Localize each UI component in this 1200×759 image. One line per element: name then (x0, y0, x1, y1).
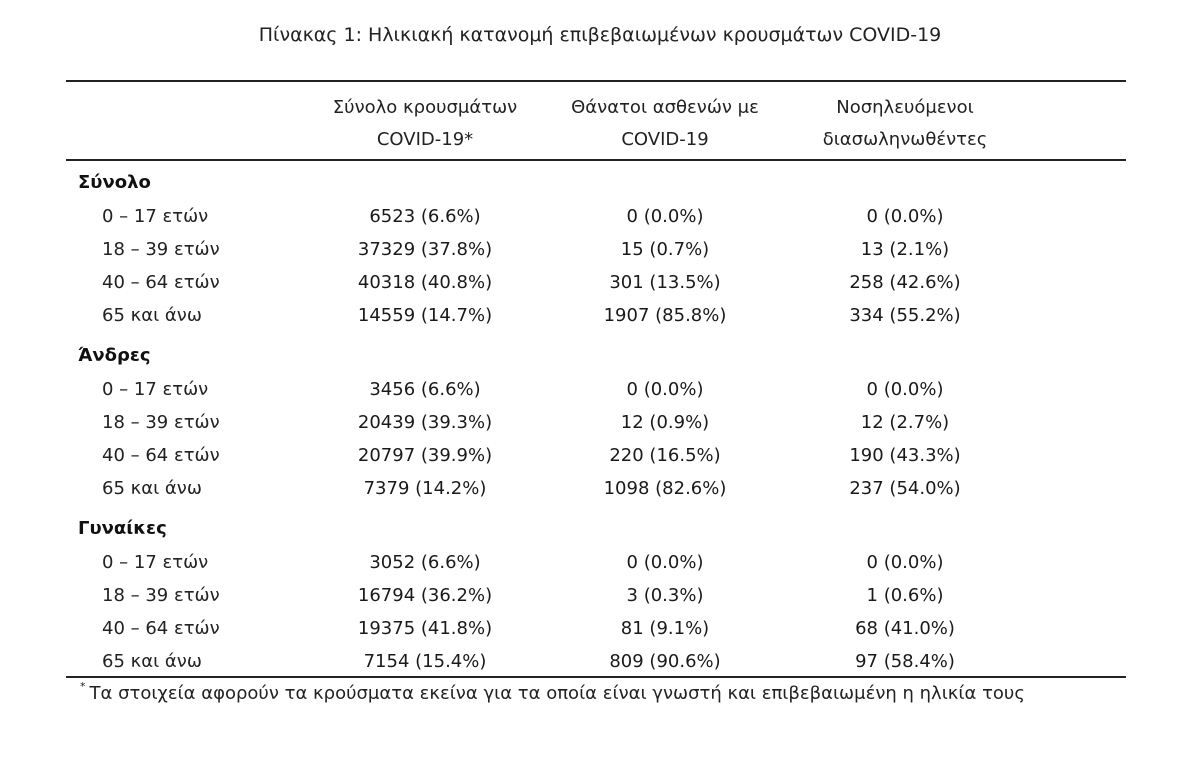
age-cell: 18 – 39 ετών (102, 585, 220, 606)
group-women: Γυναίκες 0 – 17 ετών 3052 (6.6%) 0 (0.0%… (66, 512, 1126, 678)
table-row: 18 – 39 ετών 16794 (36.2%) 3 (0.3%) 1 (0… (66, 579, 1126, 612)
column-header-deaths-line1: Θάνατοι ασθενών με (571, 97, 759, 118)
cases-cell: 3052 (6.6%) (369, 552, 481, 573)
age-cell: 0 – 17 ετών (102, 206, 209, 227)
cases-cell: 6523 (6.6%) (369, 206, 481, 227)
table-row: 65 και άνω 7154 (15.4%) 809 (90.6%) 97 (… (66, 645, 1126, 678)
deaths-cell: 0 (0.0%) (626, 552, 704, 573)
table-row: 65 και άνω 7379 (14.2%) 1098 (82.6%) 237… (66, 472, 1126, 505)
intubated-cell: 0 (0.0%) (866, 206, 944, 227)
intubated-cell: 334 (55.2%) (849, 305, 961, 326)
deaths-cell: 1098 (82.6%) (603, 478, 727, 499)
table-row: 40 – 64 ετών 40318 (40.8%) 301 (13.5%) 2… (66, 266, 1126, 299)
table-body: Σύνολο 0 – 17 ετών 6523 (6.6%) 0 (0.0%) … (66, 166, 1126, 685)
cases-cell: 16794 (36.2%) (357, 585, 493, 606)
deaths-cell: 0 (0.0%) (626, 206, 704, 227)
deaths-cell: 301 (13.5%) (609, 272, 721, 293)
cases-cell: 20797 (39.9%) (357, 445, 493, 466)
table-row: 65 και άνω 14559 (14.7%) 1907 (85.8%) 33… (66, 299, 1126, 332)
footnote-text: Τα στοιχεία αφορούν τα κρούσματα εκείνα … (89, 683, 1025, 704)
table-top-rule (66, 80, 1126, 82)
age-cell: 65 και άνω (102, 651, 202, 672)
group-label: Άνδρες (78, 345, 151, 366)
table-row: 18 – 39 ετών 37329 (37.8%) 15 (0.7%) 13 … (66, 233, 1126, 266)
cases-cell: 37329 (37.8%) (357, 239, 493, 260)
footnote-marker: * (80, 680, 86, 693)
column-header-cases-line1: Σύνολο κρουσμάτων (332, 97, 518, 118)
column-header-intubated-line1: Νοσηλευόμενοι (836, 97, 974, 118)
intubated-cell: 237 (54.0%) (849, 478, 961, 499)
deaths-cell: 81 (9.1%) (620, 618, 710, 639)
cases-cell: 40318 (40.8%) (357, 272, 493, 293)
age-cell: 65 και άνω (102, 305, 202, 326)
deaths-cell: 1907 (85.8%) (603, 305, 727, 326)
column-header-intubated: Νοσηλευόμενοι διασωληνωθέντες (780, 92, 1030, 156)
table-bottom-rule (66, 676, 1126, 678)
cases-cell: 3456 (6.6%) (369, 379, 481, 400)
column-header-deaths-line2: COVID-19 (621, 129, 709, 150)
age-cell: 0 – 17 ετών (102, 552, 209, 573)
footnote: * Τα στοιχεία αφορούν τα κρούσματα εκείνα… (80, 680, 1025, 704)
intubated-cell: 0 (0.0%) (866, 552, 944, 573)
deaths-cell: 12 (0.9%) (620, 412, 710, 433)
cases-cell: 7154 (15.4%) (363, 651, 487, 672)
table-row: 0 – 17 ετών 3456 (6.6%) 0 (0.0%) 0 (0.0%… (66, 373, 1126, 406)
deaths-cell: 809 (90.6%) (609, 651, 721, 672)
group-label: Γυναίκες (78, 518, 167, 539)
intubated-cell: 0 (0.0%) (866, 379, 944, 400)
table-header-rule (66, 159, 1126, 161)
table-title: Πίνακας 1: Ηλικιακή κατανομή επιβεβαιωμέ… (258, 24, 942, 46)
table-row: 0 – 17 ετών 6523 (6.6%) 0 (0.0%) 0 (0.0%… (66, 200, 1126, 233)
deaths-cell: 15 (0.7%) (620, 239, 710, 260)
intubated-cell: 1 (0.6%) (866, 585, 944, 606)
column-header-cases: Σύνολο κρουσμάτων COVID-19* (300, 92, 550, 156)
table-row: 40 – 64 ετών 20797 (39.9%) 220 (16.5%) 1… (66, 439, 1126, 472)
intubated-cell: 258 (42.6%) (849, 272, 961, 293)
column-header-intubated-line2: διασωληνωθέντες (822, 129, 988, 150)
intubated-cell: 97 (58.4%) (855, 651, 955, 672)
intubated-cell: 12 (2.7%) (860, 412, 950, 433)
intubated-cell: 68 (41.0%) (855, 618, 955, 639)
intubated-cell: 190 (43.3%) (849, 445, 961, 466)
table-row: 18 – 39 ετών 20439 (39.3%) 12 (0.9%) 12 … (66, 406, 1126, 439)
deaths-cell: 3 (0.3%) (626, 585, 704, 606)
intubated-cell: 13 (2.1%) (860, 239, 950, 260)
column-header-cases-line2: COVID-19* (376, 129, 474, 150)
group-men: Άνδρες 0 – 17 ετών 3456 (6.6%) 0 (0.0%) … (66, 339, 1126, 505)
age-cell: 18 – 39 ετών (102, 239, 220, 260)
cases-cell: 14559 (14.7%) (357, 305, 493, 326)
column-header-deaths: Θάνατοι ασθενών με COVID-19 (540, 92, 790, 156)
age-cell: 40 – 64 ετών (102, 445, 220, 466)
table-row: 0 – 17 ετών 3052 (6.6%) 0 (0.0%) 0 (0.0%… (66, 546, 1126, 579)
group-total: Σύνολο 0 – 17 ετών 6523 (6.6%) 0 (0.0%) … (66, 166, 1126, 332)
cases-cell: 20439 (39.3%) (357, 412, 493, 433)
table-row: 40 – 64 ετών 19375 (41.8%) 81 (9.1%) 68 … (66, 612, 1126, 645)
group-label: Σύνολο (78, 172, 151, 193)
deaths-cell: 0 (0.0%) (626, 379, 704, 400)
age-cell: 0 – 17 ετών (102, 379, 209, 400)
age-cell: 18 – 39 ετών (102, 412, 220, 433)
cases-cell: 19375 (41.8%) (357, 618, 493, 639)
age-cell: 40 – 64 ετών (102, 272, 220, 293)
age-cell: 65 και άνω (102, 478, 202, 499)
age-cell: 40 – 64 ετών (102, 618, 220, 639)
deaths-cell: 220 (16.5%) (609, 445, 721, 466)
cases-cell: 7379 (14.2%) (363, 478, 487, 499)
